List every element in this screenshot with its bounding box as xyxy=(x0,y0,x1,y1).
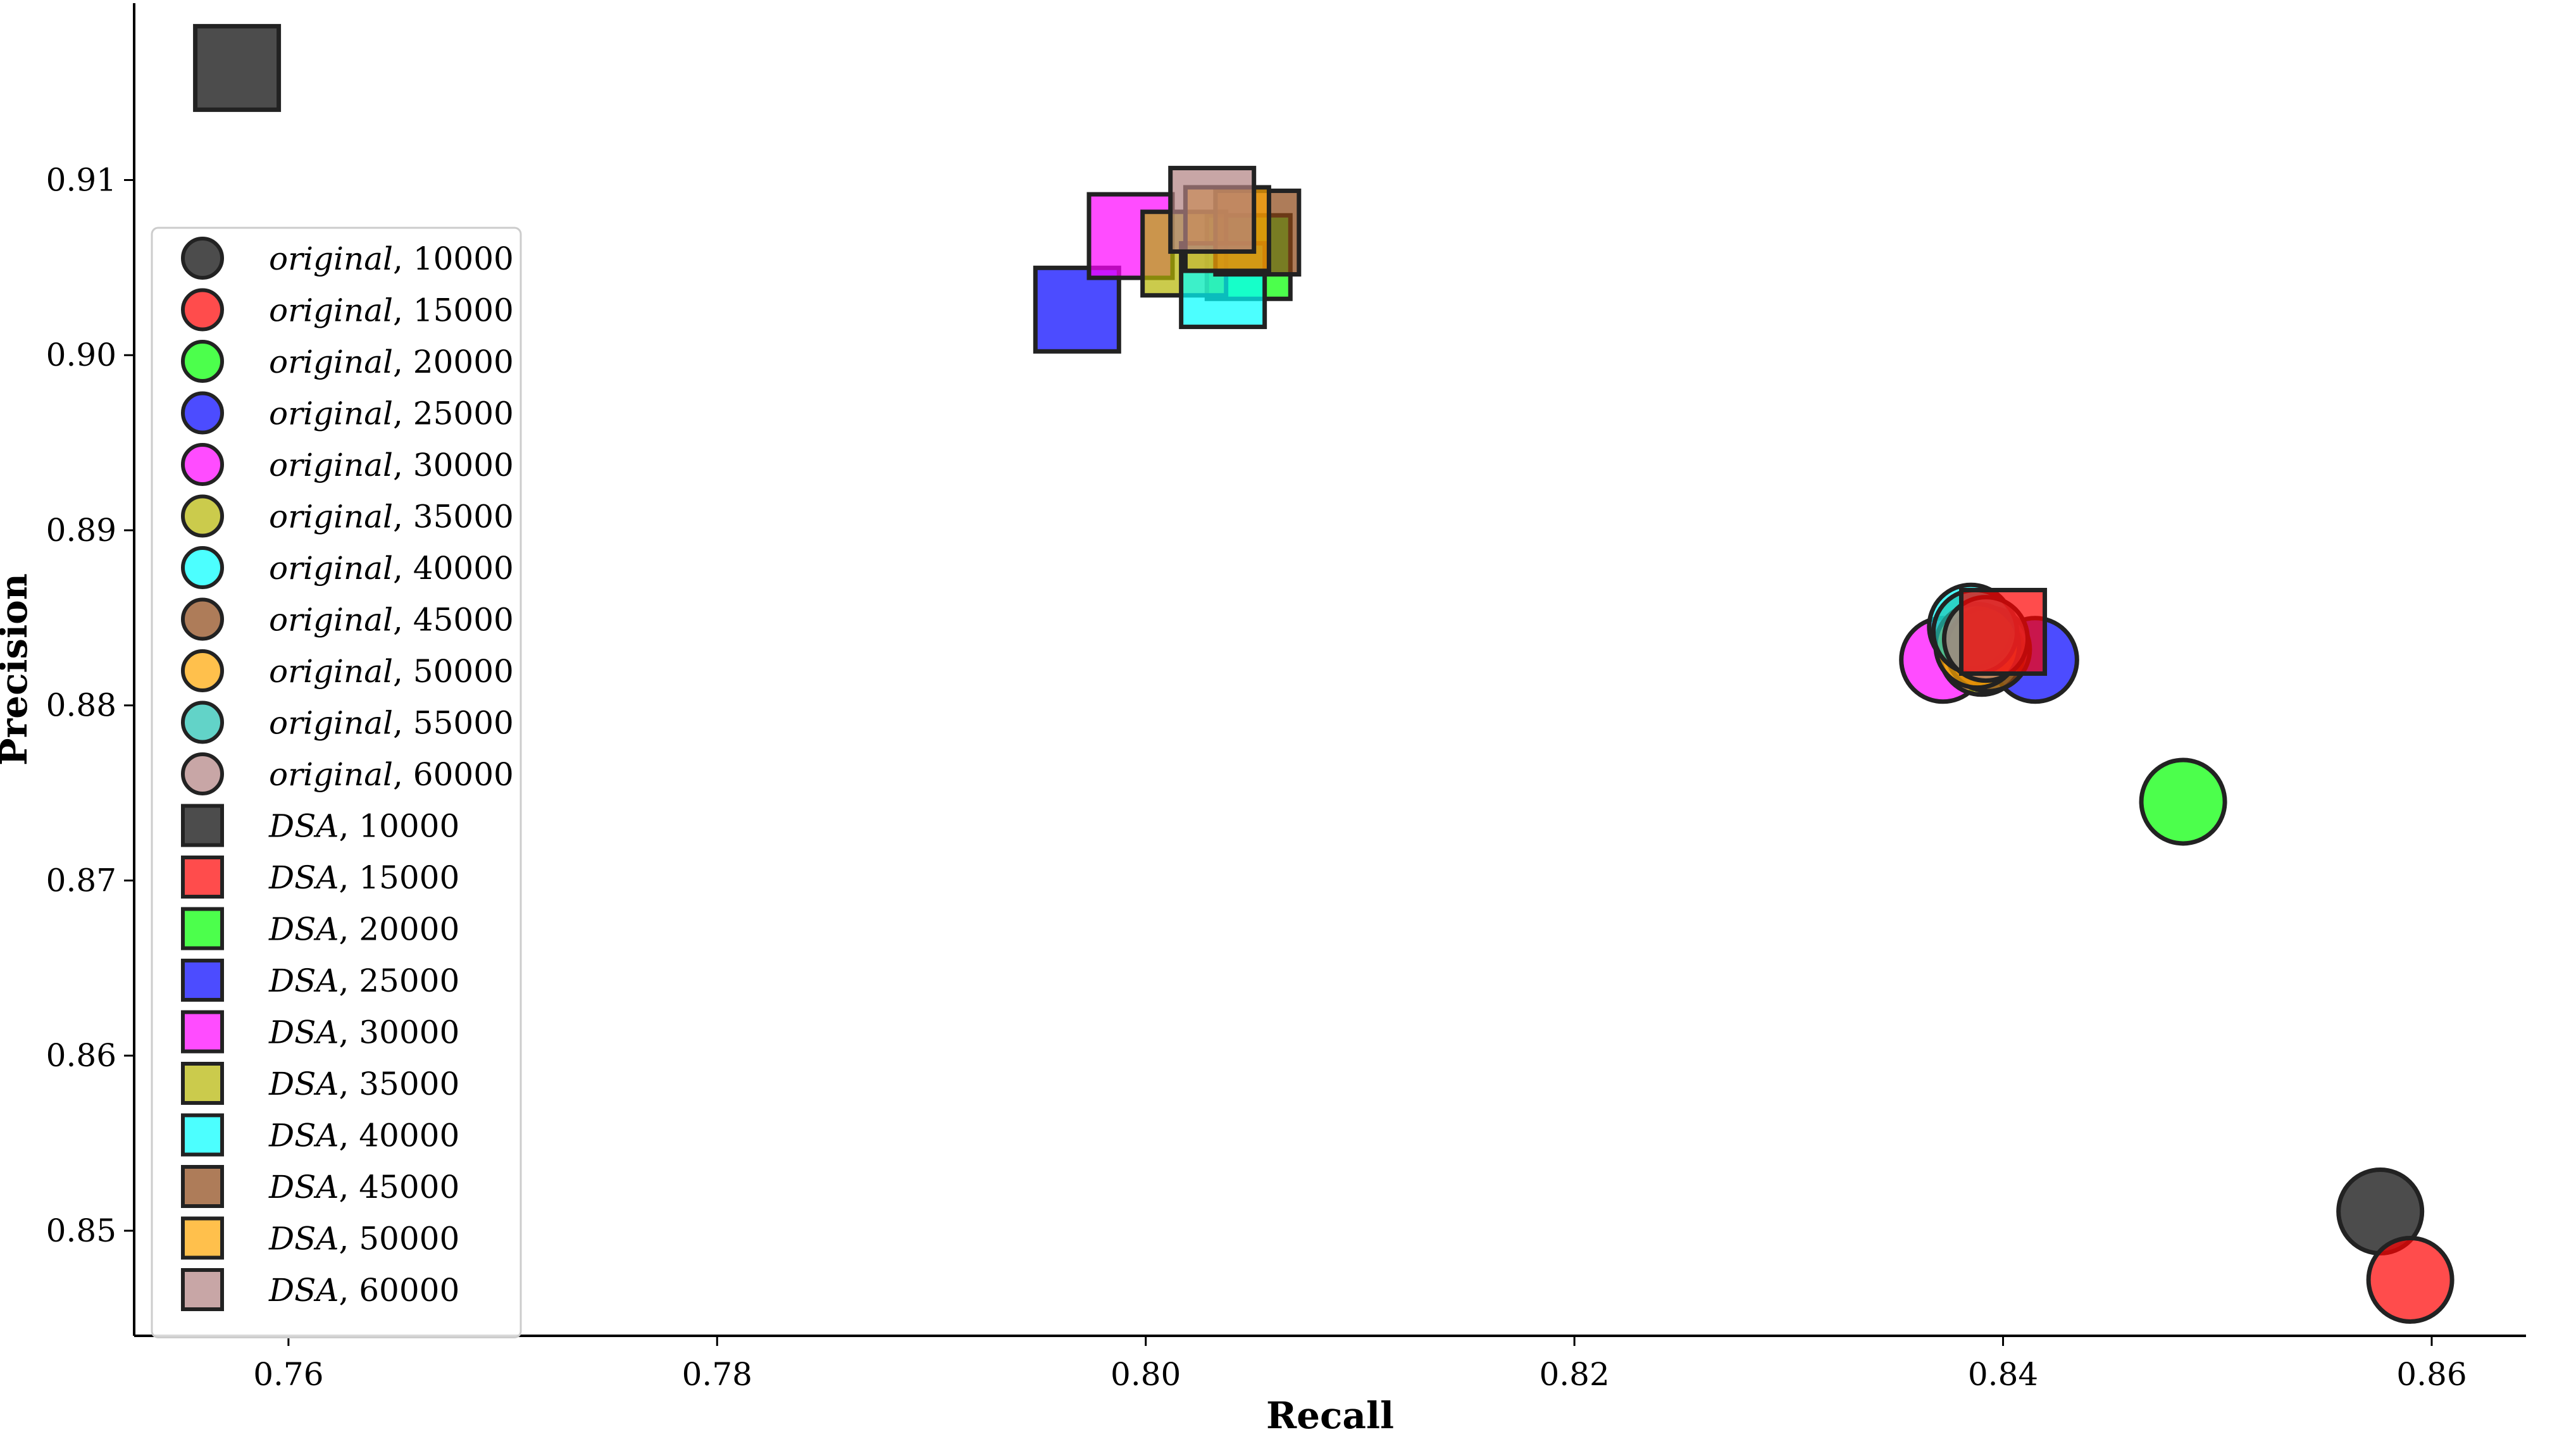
legend-marker-circle xyxy=(181,546,224,589)
legend-label: original, 20000 xyxy=(269,344,514,380)
legend-marker-square xyxy=(181,804,224,847)
legend-label: original, 10000 xyxy=(269,240,514,277)
y-tick-label: 0.87 xyxy=(46,862,116,899)
x-tick-label: 0.80 xyxy=(1111,1356,1181,1393)
y-tick-label: 0.90 xyxy=(46,337,116,373)
y-tick-label: 0.89 xyxy=(46,512,116,549)
legend-label: original, 45000 xyxy=(269,602,514,638)
legend-marker-circle xyxy=(181,597,224,641)
legend-marker-circle xyxy=(181,700,224,744)
legend-label: DSA, 20000 xyxy=(268,911,459,948)
y-tick-label: 0.91 xyxy=(46,162,116,199)
x-tick-label: 0.76 xyxy=(253,1356,323,1393)
data-point-circle xyxy=(2139,757,2227,846)
legend-marker-square xyxy=(181,907,224,950)
legend-label: DSA, 25000 xyxy=(268,962,459,999)
y-tick-label: 0.88 xyxy=(46,687,116,724)
legend-marker-circle xyxy=(181,340,224,383)
legend-label: original, 35000 xyxy=(269,499,514,535)
x-tick-label: 0.86 xyxy=(2396,1356,2467,1393)
legend-marker-circle xyxy=(181,494,224,538)
legend-label: DSA, 15000 xyxy=(268,859,459,896)
axes xyxy=(133,3,2526,1337)
legend-label: DSA, 10000 xyxy=(268,808,459,845)
legend: original, 10000 original, 15000 original, … xyxy=(151,227,522,1338)
y-tick-label: 0.85 xyxy=(46,1212,116,1249)
legend-marker-circle xyxy=(181,237,224,280)
x-tick-label: 0.82 xyxy=(1539,1356,1609,1393)
legend-label: original, 25000 xyxy=(269,395,514,432)
legend-marker-circle xyxy=(181,649,224,692)
legend-marker-square xyxy=(181,1216,224,1260)
data-point-square xyxy=(1168,166,1257,254)
legend-marker-square xyxy=(181,1062,224,1105)
legend-marker-square xyxy=(181,959,224,1002)
legend-box xyxy=(151,227,522,1338)
legend-marker-square xyxy=(181,1165,224,1208)
legend-label: original, 55000 xyxy=(269,705,514,742)
legend-marker-circle xyxy=(181,443,224,486)
legend-marker-circle xyxy=(181,391,224,435)
legend-label: DSA, 35000 xyxy=(268,1066,459,1102)
legend-label: DSA, 50000 xyxy=(268,1221,459,1257)
x-axis-label: Recall xyxy=(1266,1394,1394,1432)
y-ticks: 0.85 0.86 0.87 0.88 0.89 0.90 0.91 xyxy=(46,162,134,1249)
x-ticks: 0.76 0.78 0.80 0.82 0.84 0.86 xyxy=(253,1336,2467,1393)
data-points xyxy=(193,23,2455,1324)
legend-marker-circle xyxy=(181,288,224,332)
legend-label: DSA, 45000 xyxy=(268,1169,459,1205)
y-axis-label: Precision xyxy=(0,573,35,766)
y-tick-label: 0.86 xyxy=(46,1037,116,1074)
legend-label: original, 30000 xyxy=(269,447,514,483)
legend-marker-square xyxy=(181,1010,224,1054)
legend-label: DSA, 30000 xyxy=(268,1014,459,1051)
legend-marker-circle xyxy=(181,752,224,795)
legend-marker-square xyxy=(181,1268,224,1311)
legend-marker-square xyxy=(181,856,224,899)
legend-label: DSA, 40000 xyxy=(268,1118,459,1154)
data-point-square xyxy=(1033,265,1121,354)
legend-marker-square xyxy=(181,1113,224,1157)
legend-label: original, 50000 xyxy=(269,653,514,690)
legend-label: original, 40000 xyxy=(269,550,514,587)
legend-label: original, 60000 xyxy=(269,756,514,793)
x-tick-label: 0.84 xyxy=(1968,1356,2038,1393)
x-tick-label: 0.78 xyxy=(682,1356,752,1393)
data-point-square xyxy=(1959,588,2048,676)
legend-label: DSA, 60000 xyxy=(268,1272,459,1309)
legend-label: original, 15000 xyxy=(269,292,514,329)
data-point-circle xyxy=(2366,1235,2455,1324)
data-point-square xyxy=(193,23,282,112)
